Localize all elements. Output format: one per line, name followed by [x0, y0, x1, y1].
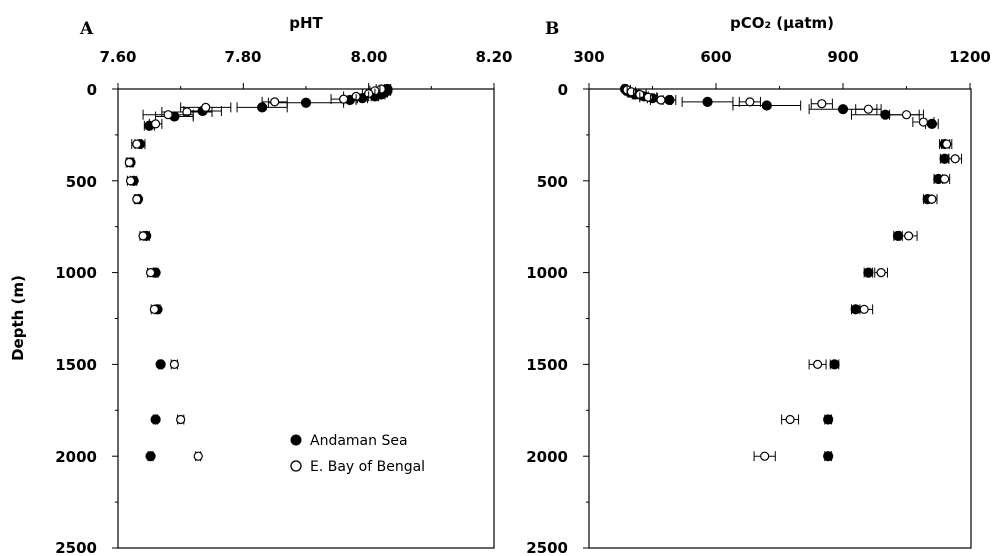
bay-of-bengal-point — [745, 97, 755, 107]
panel-a-x-tick-label: 8.00 — [350, 48, 387, 66]
bay-of-bengal-point — [169, 359, 179, 369]
andaman-sea-point — [702, 96, 713, 107]
andaman-sea-point — [761, 100, 772, 111]
bay-of-bengal-point — [927, 194, 937, 204]
panel-a-y-tick-label: 1000 — [55, 264, 97, 282]
legend-label-bay-of-bengal: E. Bay of Bengal — [310, 459, 425, 475]
andaman-sea-point — [863, 267, 874, 278]
andaman-sea-point — [823, 414, 834, 425]
panel-a-x-tick-label: 7.60 — [99, 48, 136, 66]
legend: Andaman Sea E. Bay of Bengal — [290, 433, 425, 475]
bay-of-bengal-point — [138, 231, 148, 241]
panel-b-letter: B — [545, 19, 559, 39]
panel-a-y-axis: 0 500 1000 1500 2000 2500 — [55, 81, 97, 556]
andaman-sea-point — [155, 359, 166, 370]
andaman-sea-point — [837, 104, 849, 115]
panel-b-y-tick-label: 2500 — [526, 539, 568, 556]
andaman-sea-point — [926, 118, 938, 129]
panel-a-y-tick-label: 2500 — [55, 539, 97, 556]
bay-of-bengal-point — [760, 451, 770, 461]
legend-marker-filled — [290, 434, 302, 446]
panel-a-y-tick-label: 2000 — [55, 448, 97, 466]
bay-of-bengal-point — [901, 110, 912, 120]
panel-a-data-points — [124, 83, 393, 462]
panel-b-x-tick-label: 300 — [573, 48, 604, 66]
panel-a-letter: A — [79, 19, 94, 39]
panel-b-tick-marks — [583, 83, 971, 549]
bay-of-bengal-point — [859, 304, 869, 314]
andaman-sea-point — [939, 153, 950, 164]
bay-of-bengal-point — [656, 95, 666, 105]
panel-a-y-tick-label: 500 — [66, 173, 97, 191]
panel-a-title: pHT — [289, 14, 323, 32]
panel-b-title: pCO₂ (µatm) — [730, 14, 834, 32]
panel-b-y-tick-label: 1500 — [526, 356, 568, 374]
bay-of-bengal-point — [125, 176, 136, 186]
panel-b-data-points — [619, 83, 963, 462]
panel-b-x-tick-label: 1200 — [949, 48, 991, 66]
andaman-sea-point — [300, 97, 312, 108]
bay-of-bengal-point — [863, 104, 874, 114]
panel-b-plot-frame — [588, 88, 972, 549]
panel-b-y-tick-label: 1000 — [526, 264, 568, 282]
panel-a-x-axis: 7.60 7.80 8.00 8.20 — [99, 48, 512, 66]
panel-a-x-tick-label: 8.20 — [475, 48, 512, 66]
bay-of-bengal-point — [132, 139, 142, 149]
bay-of-bengal-point — [193, 451, 203, 461]
bay-of-bengal-point — [904, 231, 914, 241]
panel-b-y-tick-label: 2000 — [526, 448, 568, 466]
panel-b-x-axis: 300 600 900 1200 — [573, 48, 991, 66]
bay-of-bengal-point — [176, 414, 186, 425]
panel-b-x-tick-label: 900 — [827, 48, 858, 66]
panel-a-y-tick-label: 1500 — [55, 356, 97, 374]
bay-of-bengal-point — [124, 157, 134, 168]
panel-a-y-tick-label: 0 — [87, 81, 97, 99]
bay-of-bengal-point — [182, 107, 192, 117]
panel-b-y-tick-label: 500 — [537, 173, 568, 191]
bay-of-bengal-point — [942, 139, 952, 149]
andaman-sea-point — [145, 451, 156, 462]
bay-of-bengal-point — [950, 154, 960, 164]
andaman-sea-point — [829, 359, 840, 370]
panel-b-x-tick-label: 600 — [700, 48, 731, 66]
panel-b-y-axis: 0 500 1000 1500 2000 2500 — [526, 81, 568, 556]
bay-of-bengal-point — [918, 117, 929, 127]
andaman-sea-point — [823, 451, 834, 462]
bay-of-bengal-point — [270, 97, 280, 107]
panel-a-plot-frame — [117, 88, 495, 549]
bay-of-bengal-point — [785, 414, 795, 425]
legend-label-andaman-sea: Andaman Sea — [310, 433, 408, 449]
y-axis-label: Depth (m) — [9, 275, 27, 361]
panel-a: A pHT 7.60 7.80 8.00 8.20 0 500 1000 150… — [9, 14, 513, 556]
panel-a-tick-marks — [112, 83, 495, 549]
bay-of-bengal-point — [149, 304, 159, 314]
bay-of-bengal-point — [339, 94, 349, 104]
bay-of-bengal-point — [201, 102, 211, 112]
bay-of-bengal-point — [163, 110, 173, 120]
bay-of-bengal-point — [817, 99, 827, 109]
bay-of-bengal-point — [132, 194, 142, 204]
legend-marker-open — [290, 460, 302, 472]
bay-of-bengal-point — [939, 174, 950, 184]
bay-of-bengal-point — [876, 268, 886, 278]
panel-b: B pCO₂ (µatm) 300 600 900 1200 0 500 100… — [526, 14, 991, 556]
andaman-sea-point — [880, 109, 891, 120]
panel-a-x-tick-label: 7.80 — [224, 48, 261, 66]
bay-of-bengal-point — [812, 359, 823, 369]
andaman-sea-point — [150, 414, 161, 425]
bay-of-bengal-point — [145, 268, 156, 278]
bay-of-bengal-point — [151, 119, 161, 129]
panel-b-y-tick-label: 0 — [558, 81, 568, 99]
